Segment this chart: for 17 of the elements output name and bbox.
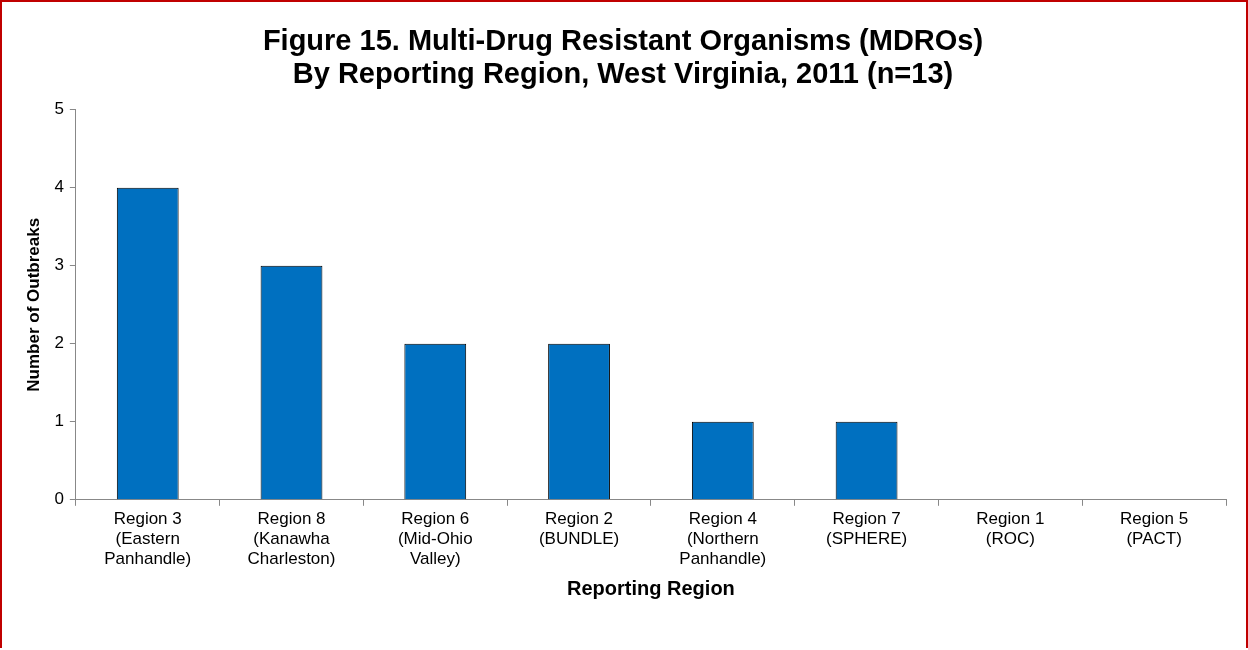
y-tick-label: 1 — [54, 411, 64, 431]
y-tick-label: 0 — [54, 489, 64, 509]
x-tick-label: Region 6 (Mid-Ohio Valley) — [397, 508, 473, 569]
x-tick-label: Region 3 (Eastern Panhandle) — [104, 508, 192, 569]
y-tick-label: 5 — [54, 99, 64, 119]
y-tick-label: 2 — [54, 333, 64, 353]
x-tick-label: Region 2 (BUNDLE) — [538, 508, 620, 549]
x-axis-title: Reporting Region — [567, 576, 735, 599]
y-tick-label: 4 — [54, 177, 64, 197]
chart-title: Figure 15. Multi-Drug Resistant Organisms (MDROs) By Reporting Region, West Virginia, 2011 (n=13) — [262, 23, 984, 90]
x-tick-label: Region 5 (PACT) — [1120, 508, 1189, 549]
x-tick-label: Region 1 (ROC) — [976, 508, 1045, 549]
y-tick-label: 3 — [54, 255, 64, 275]
x-tick-label: Region 8 (Kanawha Charleston) — [247, 508, 336, 569]
x-tick-label: Region 4 (Northern Panhandle) — [679, 508, 767, 569]
y-axis-title: Number of Outbreaks — [23, 217, 43, 392]
x-tick-label: Region 7 (SPHERE) — [825, 508, 908, 549]
